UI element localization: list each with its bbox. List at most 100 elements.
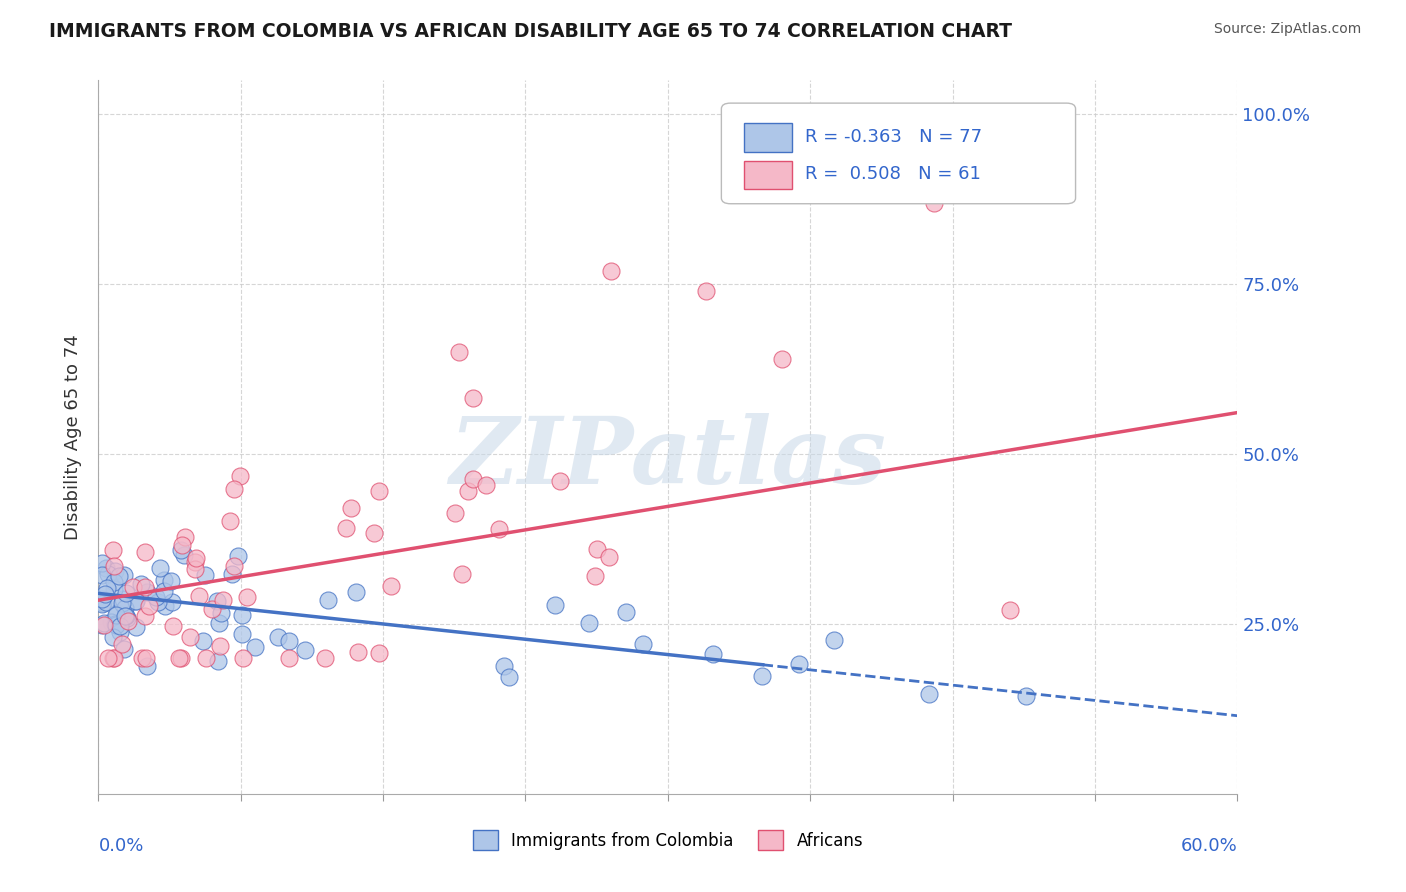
Point xyxy=(179,630,201,644)
Point xyxy=(457,484,479,499)
Point xyxy=(335,521,357,535)
Point xyxy=(314,651,336,665)
Point xyxy=(111,591,134,606)
Point xyxy=(998,603,1021,617)
Point xyxy=(751,669,773,683)
Point xyxy=(160,594,183,608)
Point xyxy=(494,658,516,673)
Point xyxy=(124,594,146,608)
Point xyxy=(188,590,211,604)
Point xyxy=(91,596,114,610)
Point xyxy=(153,599,176,613)
Point xyxy=(174,530,197,544)
Point xyxy=(111,637,134,651)
Point xyxy=(221,567,243,582)
Point xyxy=(108,624,131,639)
Point xyxy=(194,651,217,665)
Point xyxy=(631,637,654,651)
Point xyxy=(823,632,845,647)
Point xyxy=(184,550,207,565)
Point xyxy=(136,585,159,599)
Point xyxy=(600,263,623,277)
Point xyxy=(194,568,217,582)
Point xyxy=(1015,690,1038,704)
Point xyxy=(277,651,299,665)
Point xyxy=(134,651,156,665)
Text: ZIPatlas: ZIPatlas xyxy=(450,414,886,503)
Point xyxy=(104,564,127,578)
Point xyxy=(138,599,160,613)
Point xyxy=(94,587,117,601)
Point xyxy=(93,617,115,632)
Point xyxy=(146,595,169,609)
Point xyxy=(368,483,391,498)
Text: Source: ZipAtlas.com: Source: ZipAtlas.com xyxy=(1213,22,1361,37)
Point xyxy=(344,585,367,599)
Point xyxy=(461,472,484,486)
Point xyxy=(266,630,288,644)
Point xyxy=(96,581,118,595)
Point xyxy=(96,595,118,609)
Point xyxy=(149,561,172,575)
Point xyxy=(94,561,117,575)
Point xyxy=(475,478,498,492)
Text: 0.0%: 0.0% xyxy=(98,837,143,855)
Point xyxy=(167,651,190,665)
Point xyxy=(103,574,125,589)
Point xyxy=(191,634,214,648)
Point xyxy=(162,619,184,633)
Point xyxy=(129,576,152,591)
Point xyxy=(236,590,259,604)
Point xyxy=(103,582,125,596)
Point xyxy=(152,573,174,587)
Point xyxy=(145,590,167,604)
Point xyxy=(245,640,267,654)
Point xyxy=(114,608,136,623)
Y-axis label: Disability Age 65 to 74: Disability Age 65 to 74 xyxy=(63,334,82,540)
Text: R = -0.363   N = 77: R = -0.363 N = 77 xyxy=(804,128,981,145)
Point xyxy=(104,608,127,623)
Point xyxy=(110,596,132,610)
Point xyxy=(224,482,246,496)
Point xyxy=(544,598,567,612)
Point xyxy=(91,591,114,606)
Bar xyxy=(744,161,792,189)
Point xyxy=(219,514,242,528)
Point xyxy=(136,659,159,673)
Point xyxy=(183,555,205,569)
Point xyxy=(380,579,402,593)
Point xyxy=(103,651,125,665)
Text: 60.0%: 60.0% xyxy=(1181,837,1237,855)
Point xyxy=(93,616,115,631)
Point xyxy=(97,651,120,665)
Point xyxy=(231,608,253,623)
Point xyxy=(91,617,114,632)
Point xyxy=(104,617,127,632)
Point xyxy=(461,392,484,406)
Point xyxy=(787,657,810,672)
Point xyxy=(918,688,941,702)
Point xyxy=(153,584,176,599)
Point xyxy=(598,549,620,564)
Point xyxy=(108,568,131,582)
Point xyxy=(173,548,195,562)
Point xyxy=(131,651,153,665)
Point xyxy=(117,615,139,629)
Point xyxy=(367,646,389,660)
Point xyxy=(449,345,471,359)
Point xyxy=(294,642,316,657)
Point xyxy=(451,566,474,581)
Point xyxy=(695,284,717,298)
Point xyxy=(232,651,254,665)
Point xyxy=(108,618,131,632)
Point xyxy=(207,654,229,668)
Point xyxy=(170,538,193,552)
Point xyxy=(115,608,138,623)
Point xyxy=(347,645,370,659)
Point xyxy=(105,618,128,632)
Point xyxy=(170,651,193,665)
Point xyxy=(103,543,125,558)
Point xyxy=(770,351,793,366)
Text: IMMIGRANTS FROM COLOMBIA VS AFRICAN DISABILITY AGE 65 TO 74 CORRELATION CHART: IMMIGRANTS FROM COLOMBIA VS AFRICAN DISA… xyxy=(49,22,1012,41)
Point xyxy=(184,562,207,576)
